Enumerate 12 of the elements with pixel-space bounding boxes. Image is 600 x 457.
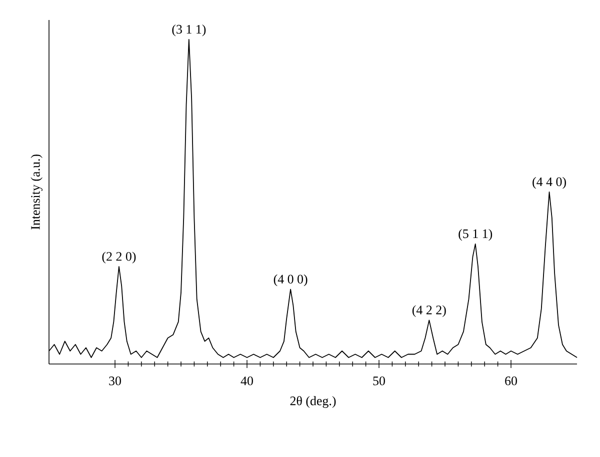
annotation: (2 2 0) bbox=[102, 252, 136, 264]
annotation: (4 2 2) bbox=[412, 305, 446, 317]
annotation: (4 4 0) bbox=[532, 177, 566, 189]
x-tick-label: 30 bbox=[109, 376, 121, 386]
y-axis-title: Intensity (a.u.) bbox=[30, 154, 42, 230]
annotation: (4 0 0) bbox=[274, 274, 308, 286]
x-tick-label: 50 bbox=[373, 376, 385, 386]
annotation: (3 1 1) bbox=[172, 24, 206, 36]
x-tick-label: 60 bbox=[505, 376, 517, 386]
x-axis-title: 2θ (deg.) bbox=[290, 396, 336, 408]
x-tick-label: 40 bbox=[240, 376, 253, 386]
annotation: (5 1 1) bbox=[458, 228, 492, 241]
